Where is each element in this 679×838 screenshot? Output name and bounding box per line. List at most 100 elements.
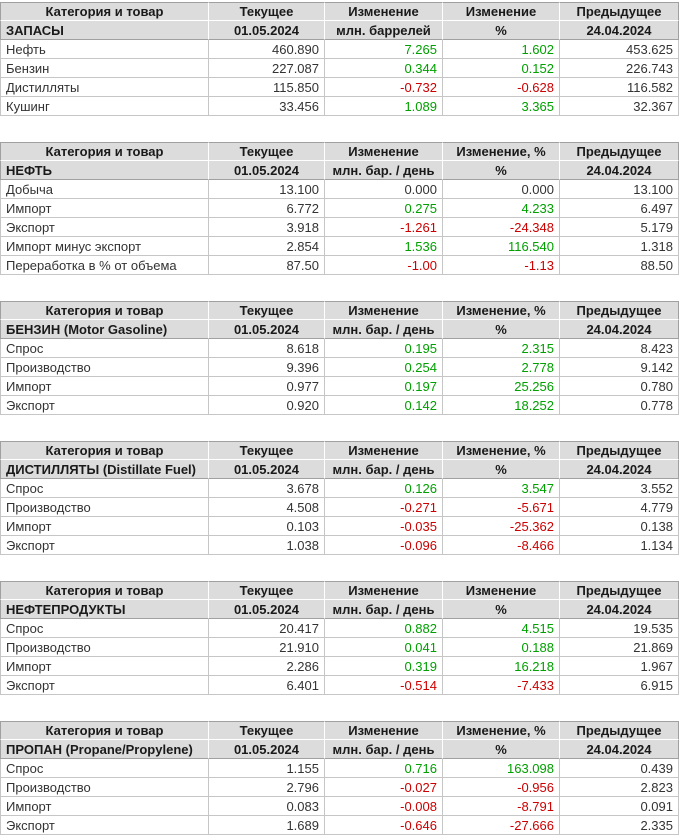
value-change-pct: -8.466 xyxy=(443,536,560,555)
table-title: ЗАПАСЫ xyxy=(0,21,209,40)
column-header: Предыдущее xyxy=(560,2,679,21)
value-previous: 0.138 xyxy=(560,517,679,536)
value-current: 8.618 xyxy=(209,339,325,358)
value-change-pct: 4.515 xyxy=(443,619,560,638)
table-row: Импорт 2.286 0.319 16.218 1.967 xyxy=(0,657,679,676)
value-change-pct: -8.791 xyxy=(443,797,560,816)
value-previous: 5.179 xyxy=(560,218,679,237)
row-label: Спрос xyxy=(0,759,209,778)
column-header: Текущее xyxy=(209,301,325,320)
row-label: Спрос xyxy=(0,339,209,358)
value-current: 13.100 xyxy=(209,180,325,199)
column-header: Изменение xyxy=(325,581,443,600)
value-change: 0.319 xyxy=(325,657,443,676)
value-change-pct: 1.602 xyxy=(443,40,560,59)
subheader-row: НЕФТЬ 01.05.2024 млн. бар. / день% 24.04.20… xyxy=(0,161,679,180)
value-previous: 21.869 xyxy=(560,638,679,657)
table-row: Нефть 460.890 7.265 1.602 453.625 xyxy=(0,40,679,59)
table-header: Категория и товар Текущее Изменение Изменен… xyxy=(0,2,679,40)
value-change-pct: 16.218 xyxy=(443,657,560,676)
column-header: Категория и товар xyxy=(0,721,209,740)
column-header: Изменение, % xyxy=(443,721,560,740)
value-previous: 0.778 xyxy=(560,396,679,415)
row-label: Кушинг xyxy=(0,97,209,116)
column-header: Категория и товар xyxy=(0,441,209,460)
value-current: 115.850 xyxy=(209,78,325,97)
value-previous: 1.967 xyxy=(560,657,679,676)
table-row: Спрос 8.618 0.195 2.315 8.423 xyxy=(0,339,679,358)
value-change-pct: 116.540 xyxy=(443,237,560,256)
table-body: Нефть 460.890 7.265 1.602 453.625 Бензин 227.0… xyxy=(0,40,679,116)
value-change: -0.027 xyxy=(325,778,443,797)
subheader-cell: 01.05.2024 xyxy=(209,161,325,180)
row-label: Импорт xyxy=(0,377,209,396)
column-header: Категория и товар xyxy=(0,2,209,21)
table-row: Импорт 0.977 0.197 25.256 0.780 xyxy=(0,377,679,396)
value-current: 20.417 xyxy=(209,619,325,638)
value-previous: 9.142 xyxy=(560,358,679,377)
value-change: -0.008 xyxy=(325,797,443,816)
value-current: 2.286 xyxy=(209,657,325,676)
value-change-pct: -1.13 xyxy=(443,256,560,275)
value-change-pct: 2.315 xyxy=(443,339,560,358)
subheader-row: НЕФТЕПРОДУКТЫ 01.05.2024 млн. бар. / день%… xyxy=(0,600,679,619)
row-label: Импорт минус экспорт xyxy=(0,237,209,256)
value-change: 0.041 xyxy=(325,638,443,657)
table-header: Категория и товар Текущее Изменение Изменен… xyxy=(0,721,679,759)
row-label: Экспорт xyxy=(0,816,209,835)
table-header: Категория и товар Текущее Изменение Изменен… xyxy=(0,301,679,339)
table-body: Спрос 3.678 0.126 3.547 3.552 Производство 4.5… xyxy=(0,479,679,555)
subheader-cell: 24.04.2024 xyxy=(560,161,679,180)
value-current: 0.103 xyxy=(209,517,325,536)
value-current: 1.155 xyxy=(209,759,325,778)
table-row: Дистилляты 115.850 -0.732 -0.628 116.582 xyxy=(0,78,679,97)
value-previous: 2.823 xyxy=(560,778,679,797)
value-current: 6.772 xyxy=(209,199,325,218)
subheader-cell: млн. бар. / день xyxy=(325,460,443,479)
value-current: 0.977 xyxy=(209,377,325,396)
value-current: 2.854 xyxy=(209,237,325,256)
value-previous: 88.50 xyxy=(560,256,679,275)
value-change: -0.271 xyxy=(325,498,443,517)
value-change: -0.514 xyxy=(325,676,443,695)
subheader-cell: 24.04.2024 xyxy=(560,320,679,339)
value-change-pct: 0.152 xyxy=(443,59,560,78)
value-change: 0.344 xyxy=(325,59,443,78)
value-current: 21.910 xyxy=(209,638,325,657)
value-change: 0.275 xyxy=(325,199,443,218)
table-header: Категория и товар Текущее Изменение Изменен… xyxy=(0,581,679,619)
column-header: Изменение xyxy=(443,2,560,21)
table-row: Экспорт 3.918 -1.261 -24.348 5.179 xyxy=(0,218,679,237)
subheader-cell: 24.04.2024 xyxy=(560,460,679,479)
value-change: -1.261 xyxy=(325,218,443,237)
subheader-row: ЗАПАСЫ 01.05.2024 млн. баррелей% 24.04.2024 xyxy=(0,21,679,40)
value-current: 6.401 xyxy=(209,676,325,695)
value-change: -0.096 xyxy=(325,536,443,555)
value-current: 227.087 xyxy=(209,59,325,78)
value-previous: 116.582 xyxy=(560,78,679,97)
row-label: Спрос xyxy=(0,619,209,638)
subheader-cell: 01.05.2024 xyxy=(209,600,325,619)
value-change: 0.126 xyxy=(325,479,443,498)
subheader-cell: 01.05.2024 xyxy=(209,740,325,759)
value-change-pct: -25.362 xyxy=(443,517,560,536)
table-row: Импорт 0.103 -0.035 -25.362 0.138 xyxy=(0,517,679,536)
column-header: Текущее xyxy=(209,142,325,161)
header-row: Категория и товар Текущее Изменение Изменен… xyxy=(0,2,679,21)
row-label: Производство xyxy=(0,638,209,657)
subheader-cell: 24.04.2024 xyxy=(560,21,679,40)
subheader-cell: млн. бар. / день xyxy=(325,161,443,180)
value-current: 0.920 xyxy=(209,396,325,415)
table-header: Категория и товар Текущее Изменение Изменен… xyxy=(0,142,679,180)
column-header: Изменение xyxy=(325,301,443,320)
value-previous: 19.535 xyxy=(560,619,679,638)
table-row: Спрос 1.155 0.716 163.098 0.439 xyxy=(0,759,679,778)
column-header: Изменение xyxy=(325,721,443,740)
table-body: Добыча 13.100 0.000 0.000 13.100 Импорт 6.772 0… xyxy=(0,180,679,275)
value-change-pct: -0.628 xyxy=(443,78,560,97)
value-change-pct: -24.348 xyxy=(443,218,560,237)
table-row: Импорт минус экспорт 2.854 1.536 116.540 1.3… xyxy=(0,237,679,256)
table-title: НЕФТЬ xyxy=(0,161,209,180)
column-header: Предыдущее xyxy=(560,142,679,161)
